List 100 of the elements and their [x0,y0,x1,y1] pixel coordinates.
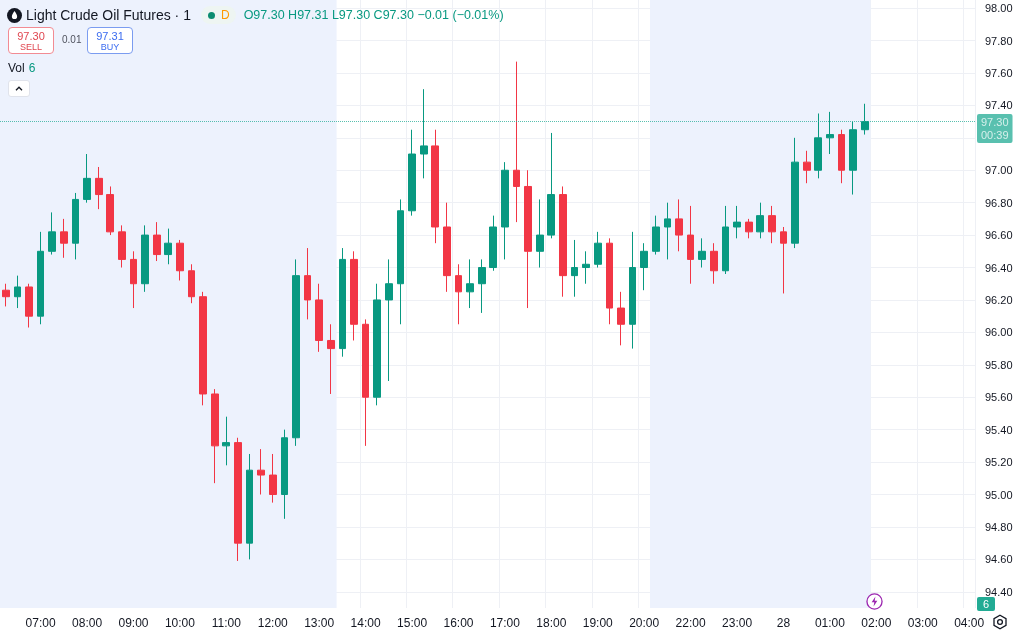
candlestick [640,242,648,291]
candlestick [211,388,219,484]
x-tick-label: 03:00 [907,616,939,630]
x-tick-label: 14:00 [350,616,381,630]
y-tick-label: 95.80 [985,358,1013,371]
x-tick-label: 11:00 [211,616,242,630]
candlestick [501,161,509,260]
candlestick [838,129,845,184]
y-tick-label: 96.20 [985,293,1013,306]
candlestick [733,205,741,239]
y-tick-label: 95.00 [985,488,1013,501]
candlestick [222,416,230,466]
x-tick-label: 13:00 [304,616,335,630]
candlestick [466,258,474,309]
candlestick [617,291,625,346]
annotation: 97.31 [96,29,124,42]
candlestick [188,263,195,304]
y-tick-label: 96.80 [985,196,1013,209]
candlestick [524,169,532,309]
x-tick-label: 07:00 [25,616,56,630]
candlestick [478,258,486,314]
candlestick [257,448,265,496]
candlestick [431,129,439,244]
candlestick [489,215,497,272]
candlestick [164,228,172,265]
x-tick-label: 28 [776,616,791,630]
x-tick-label: 01:00 [814,616,846,630]
candlestick [118,224,126,269]
candlestick [37,231,44,325]
y-tick-label: 95.40 [985,423,1013,436]
y-tick-label: 97.00 [985,164,1013,177]
candlestick [281,429,288,520]
x-tick-label: 18:00 [536,616,567,630]
y-tick-label: 95.60 [985,391,1013,404]
x-tick-label: 16:00 [443,616,474,630]
candlestick [292,258,300,447]
annotation: D [220,8,230,22]
annotation: BUY [100,41,120,52]
candlestick [304,247,311,320]
text: Light Crude Oil Futures · 1 [26,7,191,23]
candlestick [420,88,428,179]
candlestick [559,185,567,298]
annotation: 97.30 [17,29,45,42]
sell-button: 97.30 SELL [8,27,54,54]
candlestick [339,247,346,358]
candlestick [536,198,544,269]
candlestick [95,166,103,210]
y-tick-label: 96.60 [985,229,1013,242]
x-tick-label: 20:00 [629,616,660,630]
annotation: O97.30 H97.31 L97.30 C97.30 −0.01 (−0.01%) [243,8,504,22]
candlestick [780,226,787,294]
candlestick [698,237,706,269]
x-tick-label: 22:00 [675,616,706,630]
candlestick [199,291,207,406]
candlestick [373,283,381,406]
buy-button: 97.31 BUY [87,27,133,54]
y-tick-label: 97.80 [985,34,1013,47]
text: 6 [977,597,995,611]
candlestick [803,150,811,184]
y-tick-label: 94.80 [985,520,1013,533]
candlestick [547,132,555,239]
candlestick [246,453,253,560]
annotation: 0.01 [62,34,82,45]
y-tick-label: 96.00 [985,326,1013,339]
annotation: Vol 6 [8,61,36,75]
candlestick [60,218,68,259]
candlestick [814,112,822,179]
candlestick [315,283,323,353]
candlestick [675,198,683,252]
candlestick [768,205,776,244]
candlestick [745,218,753,239]
candlestick [350,250,358,341]
candlestick [153,221,161,262]
x-tick-label: 15:00 [397,616,428,630]
candlestick [385,258,393,382]
candlestick [106,185,114,236]
candlestick [664,202,671,260]
candlestick [362,318,369,447]
text: 00:39 [981,129,1009,142]
candlestick [269,453,277,504]
candlestick [571,239,578,298]
candlestick [176,239,184,281]
candlestick [443,202,451,293]
x-tick-label: 10:00 [164,616,196,630]
x-tick-label: 02:00 [861,616,892,630]
candlestick [582,250,590,285]
candlestick [234,437,242,562]
candlestick [652,215,660,256]
candlestick [408,129,416,217]
candlestick [594,231,602,269]
y-tick-label: 96.40 [985,261,1013,274]
candlestick [606,237,613,325]
x-tick-label: 09:00 [118,616,149,630]
y-tick-label: 95.20 [985,456,1013,469]
candlestick [2,283,10,307]
candlestick [791,137,799,249]
candlestick [513,61,520,223]
candlestick [72,192,79,260]
candlestick [327,323,335,395]
candlestick [14,275,21,309]
